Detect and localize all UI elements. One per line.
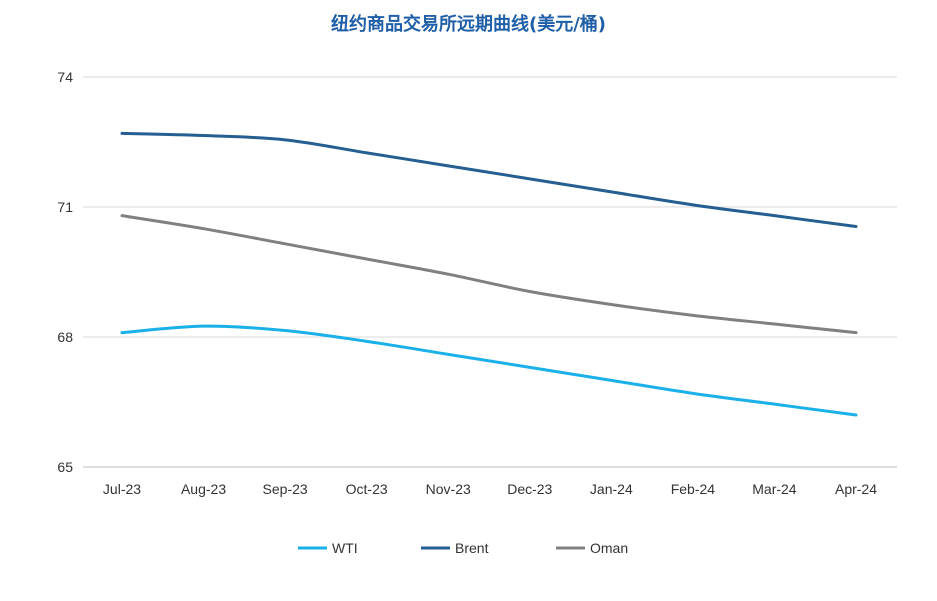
y-tick-label: 65	[57, 459, 73, 475]
series-lines	[120, 131, 858, 417]
legend-label-oman: Oman	[590, 540, 628, 556]
legend-label-brent: Brent	[455, 540, 489, 556]
series-line-brent	[120, 131, 858, 228]
x-tick-label: Sep-23	[263, 481, 308, 497]
y-axis-ticks: 65 68 71 74	[57, 69, 73, 475]
gridlines	[83, 76, 897, 468]
x-tick-label: Aug-23	[181, 481, 226, 497]
x-tick-label: Nov-23	[426, 481, 471, 497]
x-axis-ticks: Jul-23 Aug-23 Sep-23 Oct-23 Nov-23 Dec-23 Jan-…	[103, 481, 877, 497]
x-tick-label: Jan-24	[590, 481, 633, 497]
chart-title: 纽约商品交易所远期曲线(美元/桶)	[330, 14, 607, 35]
x-tick-label: Apr-24	[835, 481, 877, 497]
series-line-oman	[120, 214, 858, 335]
y-tick-label: 71	[57, 199, 73, 215]
x-tick-label: Mar-24	[752, 481, 797, 497]
x-tick-label: Jul-23	[103, 481, 141, 497]
legend-label-wti: WTI	[332, 540, 358, 556]
series-line-wti	[120, 324, 858, 417]
x-tick-label: Feb-24	[671, 481, 716, 497]
x-tick-label: Oct-23	[346, 481, 388, 497]
legend: WTI Brent Oman	[298, 540, 628, 556]
x-tick-label: Dec-23	[507, 481, 552, 497]
y-tick-label: 68	[57, 329, 73, 345]
y-tick-label: 74	[57, 69, 73, 85]
